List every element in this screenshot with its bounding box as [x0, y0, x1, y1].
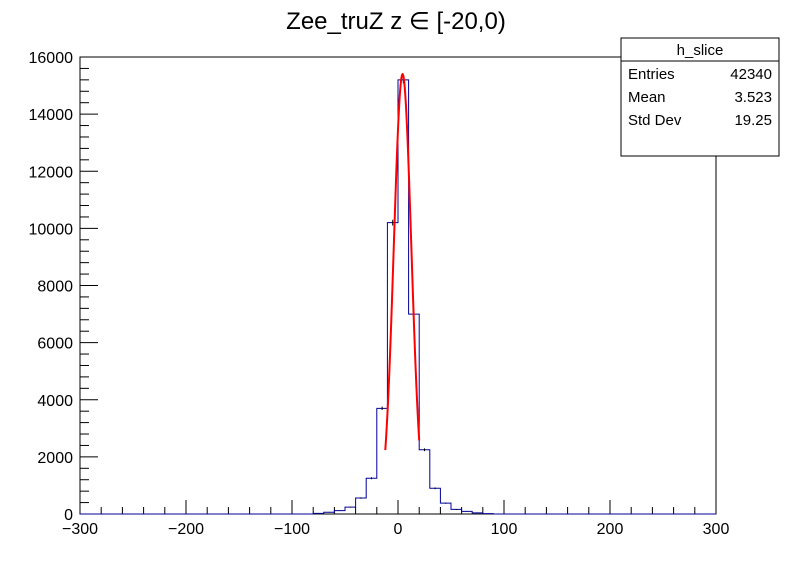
x-tick-label: 100	[491, 521, 518, 538]
stats-label-entries: Entries	[628, 66, 675, 83]
y-tick-label: 2000	[37, 450, 73, 467]
x-tick-label: −300	[62, 521, 98, 538]
axes: −300 −200 −100 0 100 200 300 0 2000 4000 6000 8000 1…	[29, 50, 730, 538]
y-tick-label: 0	[64, 507, 73, 524]
y-tick-label: 8000	[37, 279, 73, 296]
x-tick-label: 200	[597, 521, 624, 538]
chart-title: Zee_truZ z ∈ [-20,0)	[286, 8, 506, 35]
y-tick-label: 14000	[29, 107, 74, 124]
fit-curve	[384, 72, 421, 451]
x-tick-label: −200	[168, 521, 204, 538]
y-tick-label: 10000	[29, 221, 74, 238]
y-tick-label: 4000	[37, 393, 73, 410]
y-tick-label: 16000	[29, 50, 74, 67]
x-tick-label: 300	[703, 521, 730, 538]
y-tick-label: 12000	[29, 164, 74, 181]
stats-box-title: h_slice	[677, 42, 724, 59]
stats-box: h_slice Entries 42340 Mean 3.523 Std Dev…	[620, 37, 780, 157]
stats-value-std-dev: 19.25	[734, 112, 772, 129]
stats-box-frame	[620, 37, 780, 157]
x-tick-label: −100	[274, 521, 310, 538]
gaussian-fit	[384, 72, 421, 451]
stats-value-mean: 3.523	[734, 89, 772, 106]
histogram-outline	[80, 79, 716, 515]
stats-label-std-dev: Std Dev	[628, 112, 682, 129]
stats-label-mean: Mean	[628, 89, 666, 106]
x-tick-label: 0	[394, 521, 403, 538]
y-tick-label: 6000	[37, 336, 73, 353]
stats-value-entries: 42340	[730, 66, 772, 83]
